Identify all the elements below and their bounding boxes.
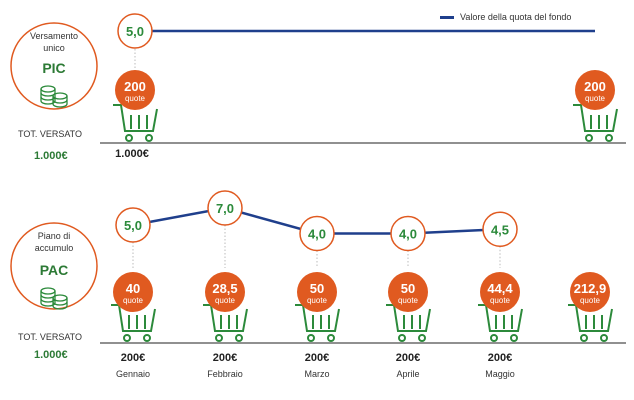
value-bubble xyxy=(299,215,335,252)
value-label: 4,0 xyxy=(399,227,417,242)
legend: Valore della quota del fondo xyxy=(440,12,571,22)
cart-icon xyxy=(295,304,340,342)
value-label: 5,0 xyxy=(126,24,144,39)
pic-label: Versamento unico xyxy=(8,30,100,54)
value-bubble xyxy=(482,211,518,247)
value-bubble xyxy=(115,207,151,243)
quote-bubble xyxy=(297,272,337,312)
pac-tot-value: 1.000€ xyxy=(34,349,68,361)
cart-icon xyxy=(203,304,248,342)
pac-amount: 200€ xyxy=(213,352,237,364)
quote-value: 200 xyxy=(584,79,606,94)
cart-icon xyxy=(113,104,158,142)
pac-circle-frame xyxy=(10,222,98,310)
quote-unit: quote xyxy=(490,296,511,305)
coins-icon xyxy=(40,287,68,310)
legend-swatch xyxy=(440,15,454,19)
value-bubble xyxy=(207,190,243,226)
quote-unit: quote xyxy=(585,94,606,103)
cart-icon xyxy=(386,304,431,342)
quote-value: 50 xyxy=(310,281,324,296)
pic-tot-label: TOT. VERSATO xyxy=(18,129,83,139)
pac-label: Piano di accumulo xyxy=(8,230,100,254)
month-label: Maggio xyxy=(485,369,515,379)
quote-value: 200 xyxy=(124,79,146,94)
value-label: 7,0 xyxy=(216,201,234,216)
pac-label-line1: Piano di xyxy=(37,231,71,241)
month-label: Febbraio xyxy=(207,369,243,379)
pac-tot-label: TOT. VERSATO xyxy=(18,332,83,342)
quote-unit: quote xyxy=(580,296,601,305)
quote-bubble xyxy=(575,70,615,110)
pac-label-line2: accumulo xyxy=(34,243,74,253)
quote-unit: quote xyxy=(215,296,236,305)
pic-code: PIC xyxy=(42,60,66,76)
quote-bubble xyxy=(480,272,520,312)
cart-icon xyxy=(568,304,613,342)
value-bubble xyxy=(390,215,426,252)
quote-bubble xyxy=(113,272,153,312)
cart-icon xyxy=(573,104,618,142)
quote-value: 212,9 xyxy=(574,281,607,296)
quote-bubble xyxy=(570,272,610,312)
cart-icon xyxy=(478,304,523,342)
quote-bubble xyxy=(388,272,428,312)
coins-icon xyxy=(40,85,68,108)
pac-amount: 200€ xyxy=(305,352,329,364)
quote-bubble xyxy=(115,70,155,110)
quote-unit: quote xyxy=(125,94,146,103)
legend-label: Valore della quota del fondo xyxy=(460,12,572,22)
value-label: 4,5 xyxy=(491,222,509,237)
pic-label-line2: unico xyxy=(43,43,65,53)
pac-code: PAC xyxy=(39,262,69,278)
month-label: Aprile xyxy=(396,369,419,379)
quote-value: 28,5 xyxy=(212,281,237,296)
pic-amount: 1.000€ xyxy=(115,148,149,160)
quote-unit: quote xyxy=(307,296,328,305)
pac-amount: 200€ xyxy=(121,352,145,364)
pic-label-line1: Versamento xyxy=(29,31,79,41)
value-bubble xyxy=(117,13,153,49)
quote-bubble xyxy=(205,272,245,312)
pic-tot-value: 1.000€ xyxy=(34,150,68,162)
cart-icon xyxy=(111,304,156,342)
quote-unit: quote xyxy=(398,296,419,305)
quote-value: 50 xyxy=(401,281,415,296)
quote-value: 40 xyxy=(126,281,140,296)
month-label: Gennaio xyxy=(116,369,150,379)
month-label: Marzo xyxy=(304,369,329,379)
pac-amount: 200€ xyxy=(488,352,512,364)
value-label: 5,0 xyxy=(124,218,142,233)
value-label: 4,0 xyxy=(308,227,326,242)
quote-value: 44,4 xyxy=(487,281,513,296)
quote-unit: quote xyxy=(123,296,144,305)
pic-circle-frame xyxy=(10,22,98,110)
pac-amount: 200€ xyxy=(396,352,420,364)
